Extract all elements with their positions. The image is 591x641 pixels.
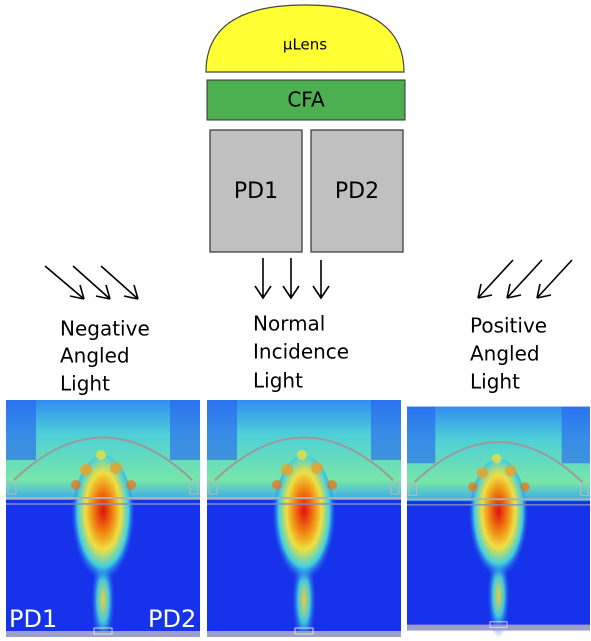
light-arrows (45, 266, 138, 299)
simulation-label: PD1 (9, 605, 57, 633)
simulation-label: PD2 (148, 605, 196, 633)
pixel-diagram: µLens CFA PD1 PD2 Negative Angled Light … (0, 0, 591, 641)
caption-line: Incidence (253, 340, 349, 364)
photodiode-label: PD1 (234, 179, 278, 204)
caption-line: Light (60, 372, 110, 396)
light-arrows (478, 260, 572, 298)
light-arrows (255, 258, 329, 298)
caption-line: Normal (253, 312, 325, 336)
photodiode-label: PD2 (335, 179, 379, 204)
simulation-image (207, 400, 401, 641)
caption-line: Positive (470, 314, 547, 338)
caption-line: Light (470, 370, 520, 394)
caption-line: Negative (60, 317, 150, 341)
microlens-label: µLens (283, 36, 327, 54)
caption-line: Light (253, 369, 303, 393)
caption-line: Angled (60, 344, 130, 368)
color-filter-label: CFA (287, 88, 325, 112)
caption-line: Angled (470, 342, 540, 366)
simulation-image (407, 407, 590, 638)
